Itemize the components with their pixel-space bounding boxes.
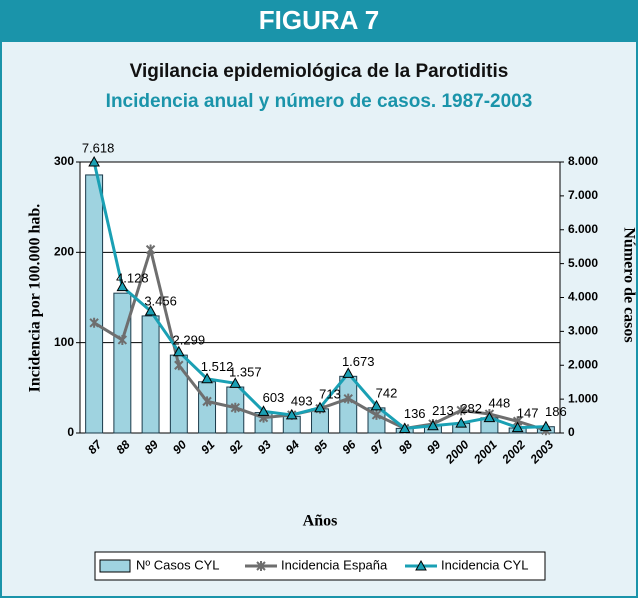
legend-swatch [99,559,131,573]
header: FIGURA 7 [259,5,379,35]
header-band [0,0,638,42]
data-label: 742 [376,385,398,400]
data-label: 213 [432,403,454,418]
marker [201,372,213,384]
marker [456,405,466,416]
bar [339,375,358,434]
y-tick-label: 0 [67,425,74,439]
marker [89,317,99,328]
marker [285,408,298,420]
marker [371,409,382,420]
data-label: 1.512 [201,359,234,374]
bar [198,381,217,434]
marker [256,561,266,571]
bar [113,292,132,434]
marker [174,360,184,371]
data-label: 7.618 [82,140,115,155]
marker [230,402,241,413]
marker [398,422,411,433]
data-label: 2.299 [173,333,206,348]
marker [144,305,157,316]
marker [370,399,383,411]
marker [415,559,427,571]
legend-label: Incidencia CYL [441,557,528,572]
marker [172,345,185,357]
marker [455,417,468,428]
y2-tick-label: 7.000 [568,188,598,202]
data-label: 282 [460,401,482,416]
legend-label: Nº Casos CYL [136,557,220,572]
data-label: 493 [291,394,313,409]
marker [540,420,552,432]
y2-tick-label: 8.000 [568,154,598,168]
marker [202,396,212,407]
y-tick-label: 200 [54,245,74,259]
marker [314,401,326,413]
legend-label: Incidencia España [281,557,388,572]
marker [117,334,128,345]
data-label: 448 [489,395,511,410]
y2-tick-label: 6.000 [568,222,598,236]
marker [343,393,353,404]
plot-area [80,162,560,433]
y2-tick-label: 3.000 [568,324,598,338]
x-axis-label: Años [303,513,338,530]
data-label: 3.456 [144,293,177,308]
marker [145,244,156,255]
marker [116,280,129,292]
y2-axis-label: Número de casos [620,227,637,342]
chart-subtitle: Incidencia anual y número de casos. 1987… [106,91,533,112]
y2-tick-label: 5.000 [568,256,598,270]
y-tick-label: 100 [54,335,74,349]
y2-tick-label: 0 [568,425,575,439]
chart-title: Vigilancia epidemiológica de la Parotidi… [130,61,509,82]
marker [88,155,100,167]
data-label: 147 [517,405,539,420]
y-tick-label: 300 [54,154,74,168]
y2-tick-label: 1.000 [568,391,598,405]
data-label: 186 [545,404,567,419]
marker [427,419,439,431]
bar [85,174,104,434]
data-label: 4.128 [116,271,149,286]
marker [229,377,242,388]
bar [141,315,160,434]
data-label: 603 [263,390,285,405]
marker [511,421,524,433]
data-label: 1.673 [342,354,375,369]
marker [483,411,496,423]
y2-tick-label: 4.000 [568,290,598,304]
marker [342,367,355,378]
data-label: 1.357 [229,364,262,379]
legend [94,551,546,581]
y2-tick-label: 2.000 [568,357,598,371]
data-label: 136 [404,406,426,421]
data-label: 713 [319,386,341,401]
marker [257,405,270,416]
y-axis-label: Incidencia por 100.000 hab. [27,204,44,393]
